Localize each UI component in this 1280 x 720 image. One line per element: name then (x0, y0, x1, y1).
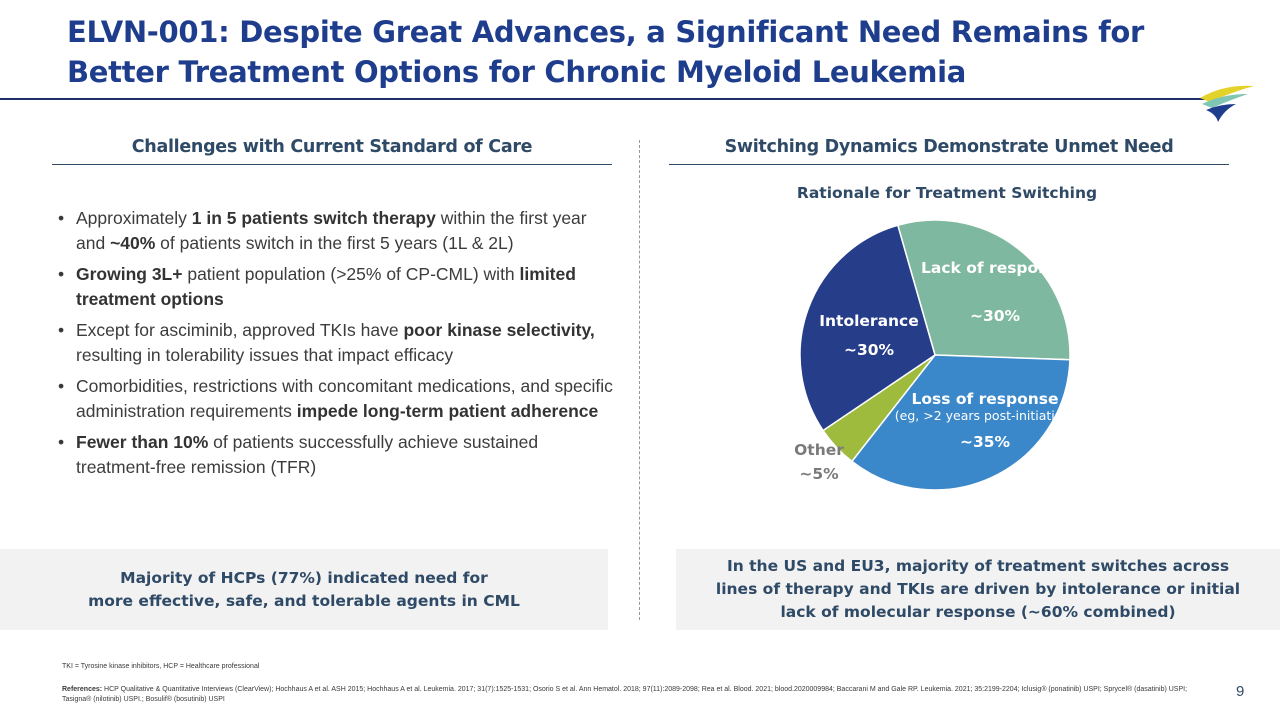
column-divider (639, 140, 640, 620)
left-callout-line-1: Majority of HCPs (77%) indicated need fo… (120, 568, 488, 587)
right-section-heading: Switching Dynamics Demonstrate Unmet Nee… (724, 137, 1174, 157)
pie-value-loss: ~35% (960, 433, 1011, 451)
bullet-text: Except for asciminib, approved TKIs have (76, 320, 404, 340)
challenge-bullet: Growing 3L+ patient population (>25% of … (58, 262, 618, 311)
switching-pie-chart: Lack of response ~30% Loss of response (… (794, 219, 1075, 491)
references: References: HCP Qualitative & Quantitati… (62, 685, 1212, 705)
left-callout: Majority of HCPs (77%) indicated need fo… (0, 549, 608, 630)
bullet-text: within the first year and (76, 208, 587, 253)
right-callout-line-2: lines of therapy and TKIs are driven by … (715, 580, 1241, 598)
bullet-text: Approximately (76, 208, 192, 228)
references-text: HCP Qualitative & Quantitative Interview… (62, 686, 1188, 703)
bullet-emphasis: impede long-term patient adherence (296, 400, 599, 421)
bullet-emphasis: limited treatment options (76, 264, 576, 309)
bullet-text: of patients switch in the first 5 years … (155, 232, 514, 253)
bullet-emphasis: 1 in 5 patients switch therapy (191, 208, 436, 228)
slide-title: ELVN-001: Despite Great Advances, a Sign… (67, 15, 1145, 89)
bullet-emphasis: Growing 3L+ (76, 264, 183, 284)
challenge-bullet: Comorbidities, restrictions with concomi… (58, 374, 618, 423)
challenge-bullet: Approximately 1 in 5 patients switch the… (58, 206, 618, 255)
right-section-rule (669, 164, 1229, 165)
bullet-emphasis: ~40% (110, 232, 156, 253)
bullet-text: Comorbidities, restrictions with concomi… (76, 376, 613, 421)
pie-label-other: Other (794, 441, 844, 459)
pie-slice-intolerance (799, 224, 936, 432)
bullet-text: patient population (>25% of CP-CML) with (182, 264, 520, 284)
pie-slice-lack-of-response (896, 219, 1071, 361)
pie-value-lack: ~30% (970, 307, 1021, 325)
challenge-bullet: Except for asciminib, approved TKIs have… (58, 318, 618, 367)
left-section-rule (52, 164, 612, 165)
challenge-bullet: Fewer than 10% of patients successfully … (58, 430, 618, 479)
right-callout-line-3: lack of molecular response (~60% combine… (780, 603, 1176, 621)
bullet-emphasis: Fewer than 10% (76, 432, 209, 452)
pie-label-loss: Loss of response (911, 390, 1058, 408)
right-callout: In the US and EU3, majority of treatment… (676, 549, 1280, 630)
pie-value-other: ~5% (799, 465, 839, 483)
abbreviation-footnote: TKI = Tyrosine kinase inhibitors, HCP = … (62, 663, 260, 670)
pie-label-lack: Lack of response (921, 259, 1069, 277)
title-rule (0, 98, 1218, 100)
pie-sublabel-loss: (eg, >2 years post-initiation) (895, 408, 1075, 423)
pie-label-intolerance: Intolerance (819, 312, 919, 330)
page-number: 9 (1236, 683, 1245, 700)
chart-title: Rationale for Treatment Switching (796, 184, 1098, 202)
right-callout-line-1: In the US and EU3, majority of treatment… (726, 557, 1230, 575)
bullet-text: resulting in tolerability issues that im… (76, 344, 454, 365)
company-logo (1200, 85, 1254, 122)
pie-slice-loss-of-response (850, 354, 1071, 491)
bullet-emphasis: poor kinase selectivity, (403, 320, 595, 340)
challenges-bullet-list: Approximately 1 in 5 patients switch the… (58, 206, 618, 486)
pie-value-intolerance: ~30% (844, 341, 895, 359)
left-callout-line-2: more effective, safe, and tolerable agen… (88, 591, 520, 610)
bullet-text: of patients successfully achieve sustain… (76, 432, 539, 477)
left-section-heading: Challenges with Current Standard of Care (131, 137, 533, 157)
references-label: References: (62, 686, 103, 693)
